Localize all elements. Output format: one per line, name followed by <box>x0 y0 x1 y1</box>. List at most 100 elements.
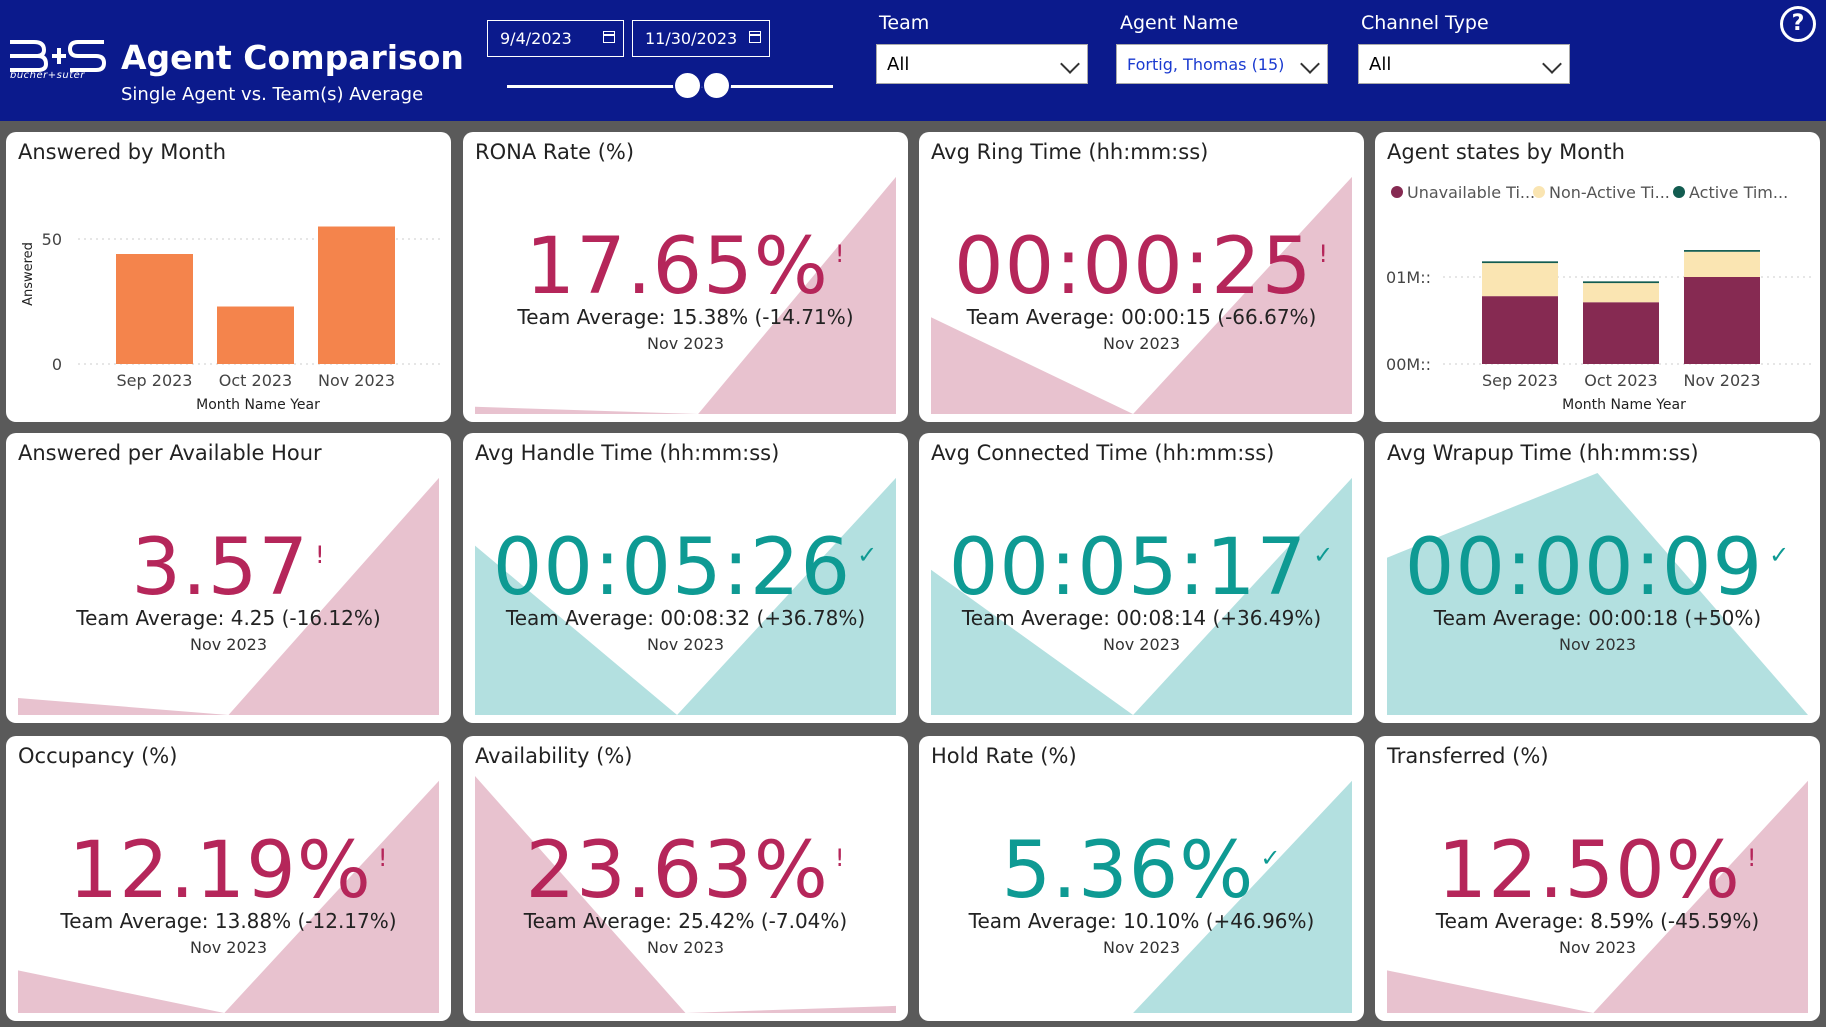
team-dropdown-value: All <box>887 54 910 75</box>
channel-dropdown-value: All <box>1369 54 1392 75</box>
kpi-trend-area <box>1387 473 1808 715</box>
y-tick-label: 01M:: <box>1386 268 1431 287</box>
kpi-trend-area <box>931 477 1352 715</box>
agent-filter-label: Agent Name <box>1120 12 1239 34</box>
kpi-value: 23.63%! <box>463 826 908 916</box>
card-title: Avg Connected Time (hh:mm:ss) <box>931 441 1275 465</box>
bar <box>217 306 294 364</box>
trend-polygon <box>931 477 1352 715</box>
x-tick-label: Sep 2023 <box>1482 371 1558 390</box>
calendar-icon[interactable] <box>603 31 615 43</box>
legend-marker <box>1673 186 1685 198</box>
period-text: Nov 2023 <box>189 635 268 654</box>
help-icon[interactable]: ? <box>1780 6 1816 42</box>
y-tick-label: 0 <box>52 355 62 374</box>
card-title: Agent states by Month <box>1387 140 1625 164</box>
agent-dropdown[interactable]: Fortig, Thomas (15) <box>1116 44 1328 84</box>
kpi-value: 00:00:25! <box>919 222 1364 312</box>
period-text: Nov 2023 <box>189 938 268 957</box>
kpi-trend-area <box>475 776 896 1013</box>
trend-polygon <box>931 176 1352 414</box>
page-title: Agent Comparison <box>121 38 464 77</box>
slider-start-handle[interactable] <box>673 71 702 100</box>
agent-dropdown-value: Fortig, Thomas (15) <box>1127 55 1285 74</box>
kpi-trend-area <box>18 780 439 1013</box>
card-title: Answered by Month <box>18 140 227 164</box>
x-tick-label: Oct 2023 <box>1584 371 1657 390</box>
kpi-value-text: 12.19% <box>68 826 372 916</box>
stacked-bar-segment <box>1583 283 1659 303</box>
stacked-bar-segment <box>1684 250 1760 252</box>
team-average-text: Team Average: 15.38% (-14.71%) <box>517 305 854 329</box>
trend-polygon <box>475 776 896 1013</box>
legend-label: Active Tim... <box>1689 183 1788 202</box>
team-average-text: Team Average: 00:00:15 (-66.67%) <box>966 305 1317 329</box>
channel-filter-label: Channel Type <box>1361 12 1489 34</box>
check-icon: ✓ <box>1769 541 1791 569</box>
kpi-value-text: 00:00:09 <box>1404 523 1764 613</box>
kpi-value: 12.19%! <box>6 826 451 916</box>
calendar-icon[interactable] <box>749 31 761 43</box>
kpi-card: Avg Ring Time (hh:mm:ss) 00:00:25! Team Av… <box>919 132 1364 422</box>
team-average-text: Team Average: 8.59% (-45.59%) <box>1435 909 1760 933</box>
y-axis-label: Answered <box>21 242 36 306</box>
kpi-value-text: 3.57 <box>131 523 310 613</box>
check-icon: ✓ <box>1313 541 1335 569</box>
trend-polygon <box>931 780 1352 1013</box>
team-average-text: Team Average: 00:00:18 (+50%) <box>1433 606 1762 630</box>
team-average-text: Team Average: 10.10% (+46.96%) <box>968 909 1315 933</box>
answered-bar-chart: 50 0 Sep 2023 Oct 2023 Nov 2023 Month Name Ye… <box>21 226 441 413</box>
end-date-value: 11/30/2023 <box>645 29 738 48</box>
channel-dropdown[interactable]: All <box>1358 44 1570 84</box>
agent-states-stacked-chart: 01M::00M::Unavailable Ti... Non-Active Ti… <box>1386 183 1815 413</box>
card-title: Availability (%) <box>475 744 633 768</box>
kpi-trend-area <box>475 477 896 715</box>
stacked-bar-segment <box>1482 263 1558 297</box>
alert-icon: ! <box>1746 844 1758 872</box>
end-date-input[interactable]: 11/30/2023 <box>632 20 770 57</box>
legend-label: Unavailable Ti... <box>1407 183 1535 202</box>
start-date-input[interactable]: 9/4/2023 <box>487 20 624 57</box>
kpi-value: 00:00:09 ✓ <box>1375 523 1820 613</box>
logo-text: bucher+suter <box>10 70 85 81</box>
date-range-slider[interactable] <box>507 85 833 88</box>
alert-icon: ! <box>1318 240 1329 268</box>
stacked-bar-segment <box>1482 296 1558 364</box>
chevron-down-icon <box>1542 54 1562 74</box>
team-average-text: Team Average: 00:08:32 (+36.78%) <box>505 606 866 630</box>
kpi-trend-area <box>931 780 1352 1013</box>
legend-marker <box>1391 186 1403 198</box>
check-icon: ✓ <box>857 541 879 569</box>
stacked-bar-segment <box>1482 261 1558 264</box>
kpi-card: RONA Rate (%) 17.65%! Team Average: 15.38%… <box>463 132 908 422</box>
period-text: Nov 2023 <box>1102 334 1181 353</box>
period-text: Nov 2023 <box>1558 635 1637 654</box>
agent-states-card: Agent states by Month 01M:: 00M:: Unavaila… <box>1375 132 1820 422</box>
x-tick-label: Oct 2023 <box>219 371 292 390</box>
card-title: Avg Wrapup Time (hh:mm:ss) <box>1387 441 1699 465</box>
trend-polygon <box>1387 473 1808 715</box>
y-tick-label: 00M:: <box>1386 355 1431 374</box>
trend-polygon <box>1387 780 1808 1013</box>
kpi-card: Hold Rate (%) 5.36% ✓ Team Average: 10.10% … <box>919 736 1364 1021</box>
report-header: bucher+suter Agent Comparison Single Age… <box>0 0 1826 121</box>
page-subtitle: Single Agent vs. Team(s) Average <box>121 84 424 105</box>
trend-polygon <box>475 176 896 414</box>
kpi-value: 00:05:17 ✓ <box>919 523 1364 613</box>
card-title: Avg Ring Time (hh:mm:ss) <box>931 140 1209 164</box>
x-axis-label: Month Name Year <box>1562 397 1686 413</box>
kpi-value: 5.36% ✓ <box>919 826 1364 916</box>
kpi-value: 12.50%! <box>1375 826 1820 916</box>
card-title: Answered per Available Hour <box>18 441 322 465</box>
team-average-text: Team Average: 13.88% (-12.17%) <box>60 909 397 933</box>
kpi-value-text: 00:00:25 <box>954 222 1313 312</box>
team-dropdown[interactable]: All <box>876 44 1088 84</box>
alert-icon: ! <box>315 541 326 569</box>
kpi-trend-area <box>475 176 896 414</box>
alert-icon: ! <box>377 844 389 872</box>
stacked-bar-segment <box>1583 281 1659 284</box>
kpi-value: 17.65%! <box>463 222 908 312</box>
period-text: Nov 2023 <box>646 938 725 957</box>
slider-end-handle[interactable] <box>702 71 731 100</box>
kpi-card: Availability (%) 23.63%! Team Average: 25.… <box>463 736 908 1021</box>
